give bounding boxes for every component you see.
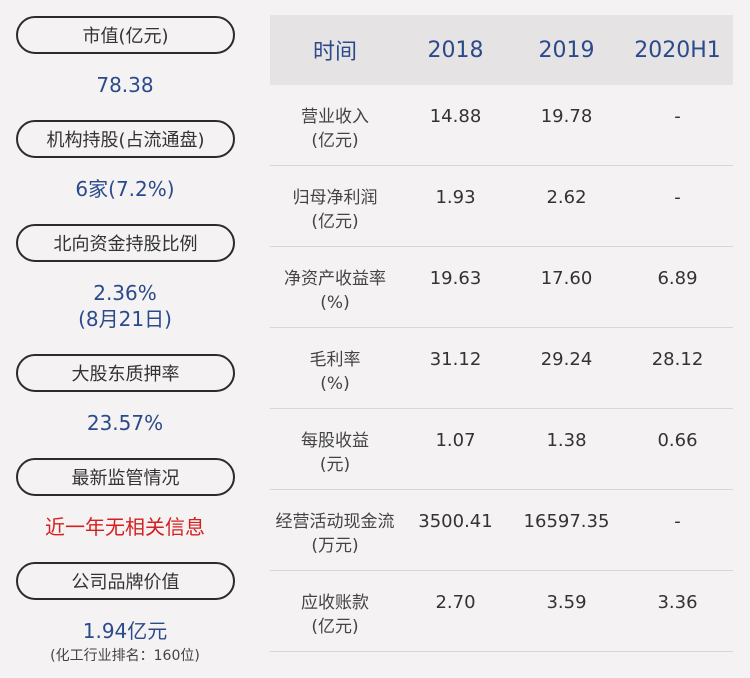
table-row: 净资产收益率 (%) 19.63 17.60 6.89 bbox=[270, 247, 733, 328]
value-cell: 16597.35 bbox=[523, 511, 610, 532]
value-cell: 14.88 bbox=[429, 106, 482, 127]
pledge-ratio-label: 大股东质押率 bbox=[16, 354, 235, 392]
value-cell: 6.89 bbox=[657, 268, 698, 289]
pledge-ratio-value: 23.57% bbox=[86, 411, 164, 435]
value-cell: 3.59 bbox=[546, 592, 587, 613]
value-cell: - bbox=[674, 106, 681, 127]
brand-value-value: 1.94亿元 bbox=[82, 619, 168, 643]
table-row: 每股收益 (元) 1.07 1.38 0.66 bbox=[270, 409, 733, 490]
value-cell: 2.70 bbox=[435, 592, 476, 613]
table-row: 毛利率 (%) 31.12 29.24 28.12 bbox=[270, 328, 733, 409]
value-cell: 19.63 bbox=[429, 268, 482, 289]
value-cell: 31.12 bbox=[429, 349, 482, 370]
value-cell: - bbox=[674, 511, 681, 532]
value-cell: 29.24 bbox=[540, 349, 593, 370]
header-2018: 2018 bbox=[427, 37, 484, 63]
table-header: 时间 2018 2019 2020H1 bbox=[270, 15, 733, 85]
metric-cell: 净资产收益率 (%) bbox=[284, 269, 386, 313]
brand-value-label: 公司品牌价值 bbox=[16, 562, 235, 600]
northbound-ratio-label: 北向资金持股比例 bbox=[16, 224, 235, 262]
metric-cell: 毛利率 (%) bbox=[309, 350, 361, 394]
value-cell: 2.62 bbox=[546, 187, 587, 208]
value-cell: 1.07 bbox=[435, 430, 476, 451]
value-cell: 0.66 bbox=[657, 430, 698, 451]
header-2020h1: 2020H1 bbox=[634, 37, 721, 63]
left-panel: 市值(亿元) 78.38 机构持股(占流通盘) 6家(7.2%) 北向资金持股比… bbox=[0, 0, 250, 678]
northbound-ratio-value: 2.36% bbox=[93, 281, 157, 305]
northbound-ratio-date: (8月21日) bbox=[78, 307, 172, 331]
regulatory-status-value: 近一年无相关信息 bbox=[45, 515, 205, 539]
metric-cell: 经营活动现金流 (万元) bbox=[275, 512, 395, 556]
header-period: 时间 bbox=[312, 40, 357, 65]
value-cell: 1.93 bbox=[435, 187, 476, 208]
financials-table: 时间 2018 2019 2020H1 营业收入 (亿元) 14.88 19.78… bbox=[270, 15, 733, 652]
value-cell: - bbox=[674, 187, 681, 208]
regulatory-status-label: 最新监管情况 bbox=[16, 458, 235, 496]
value-cell: 19.78 bbox=[540, 106, 593, 127]
table-row: 归母净利润 (亿元) 1.93 2.62 - bbox=[270, 166, 733, 247]
value-cell: 17.60 bbox=[540, 268, 593, 289]
table-row: 经营活动现金流 (万元) 3500.41 16597.35 - bbox=[270, 490, 733, 571]
market-cap-label: 市值(亿元) bbox=[16, 16, 235, 54]
brand-value-rank-note: (化工行业排名：160位) bbox=[50, 648, 200, 664]
value-cell: 3500.41 bbox=[418, 511, 493, 532]
value-cell: 3.36 bbox=[657, 592, 698, 613]
value-cell: 1.38 bbox=[546, 430, 587, 451]
metric-cell: 营业收入 (亿元) bbox=[301, 107, 369, 151]
market-cap-value: 78.38 bbox=[96, 73, 154, 97]
metric-cell: 应收账款 (亿元) bbox=[301, 593, 369, 637]
table-row: 营业收入 (亿元) 14.88 19.78 - bbox=[270, 85, 733, 166]
metric-cell: 每股收益 (元) bbox=[301, 431, 369, 475]
metric-cell: 归母净利润 (亿元) bbox=[292, 188, 378, 232]
value-cell: 28.12 bbox=[651, 349, 704, 370]
table-row: 应收账款 (亿元) 2.70 3.59 3.36 bbox=[270, 571, 733, 652]
institutional-holdings-value: 6家(7.2%) bbox=[75, 177, 175, 201]
institutional-holdings-label: 机构持股(占流通盘) bbox=[16, 120, 235, 158]
header-2019: 2019 bbox=[538, 37, 595, 63]
